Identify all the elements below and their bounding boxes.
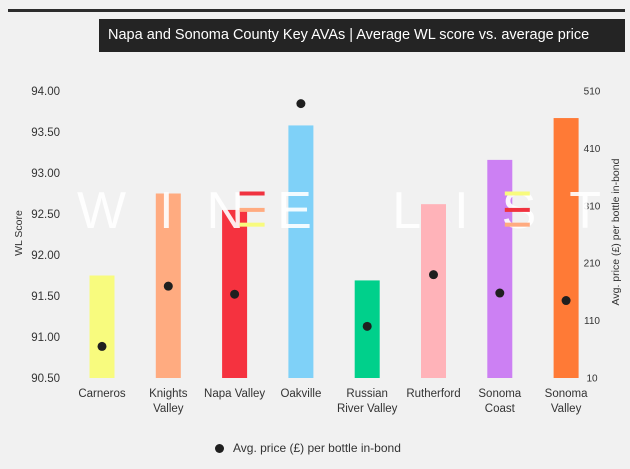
left-tick-label: 91.00 — [31, 332, 60, 344]
category-label: Carneros — [78, 388, 126, 400]
dash-marker — [239, 191, 265, 196]
category-label: Napa Valley — [204, 388, 265, 400]
category-label: Valley — [153, 403, 184, 415]
price-dot — [495, 288, 505, 298]
top-rule — [8, 9, 625, 12]
right-tick-label: 410 — [584, 144, 601, 155]
right-tick-label: 10 — [586, 374, 598, 385]
legend-dot-icon — [215, 443, 224, 453]
category-label: Coast — [485, 403, 516, 415]
chart-title: Napa and Sonoma County Key AVAs | Averag… — [99, 19, 625, 52]
legend-label: Avg. price (£) per bottle in-bond — [233, 441, 401, 455]
dash-marker — [239, 207, 265, 212]
right-tick-label: 110 — [584, 316, 600, 327]
category-labels: Carneros Knights Valley Napa Valley Oakville… — [78, 388, 588, 415]
price-dot — [163, 281, 173, 291]
category-label: Oakville — [280, 388, 321, 400]
dash-marker — [504, 207, 530, 212]
bar — [288, 125, 314, 378]
left-tick-label: 92.00 — [31, 250, 60, 262]
left-axis-title: WL Score — [13, 210, 25, 256]
category-label: Sonoma — [478, 388, 521, 400]
left-axis-ticks: 94.00 93.50 93.00 92.50 92.00 91.50 91.00 90.50 — [31, 86, 60, 385]
price-dot — [561, 296, 571, 306]
right-tick-label: 210 — [584, 259, 601, 270]
category-label: Valley — [551, 403, 582, 415]
left-tick-label: 93.00 — [31, 168, 60, 180]
left-tick-label: 93.50 — [31, 127, 60, 139]
left-tick-label: 90.50 — [31, 373, 60, 385]
category-label: Rutherford — [406, 388, 460, 400]
price-dot — [362, 321, 372, 331]
left-tick-label: 91.50 — [31, 291, 60, 303]
left-tick-label: 94.00 — [31, 86, 60, 98]
legend: Avg. price (£) per bottle in-bond — [215, 441, 401, 455]
category-label: Sonoma — [545, 388, 588, 400]
category-label: Knights — [149, 388, 188, 400]
price-dot — [230, 289, 240, 299]
right-axis-ticks: 510 410 310 210 110 10 — [584, 87, 601, 385]
price-dot — [296, 99, 306, 109]
bar — [421, 204, 446, 378]
right-tick-label: 510 — [584, 87, 601, 98]
bar — [487, 159, 513, 378]
category-label: River Valley — [337, 403, 398, 415]
bars — [89, 118, 579, 378]
dash-markers — [239, 191, 530, 227]
dash-marker — [504, 191, 530, 196]
price-dots — [97, 99, 571, 351]
dash-marker — [239, 222, 265, 227]
right-tick-label: 310 — [584, 201, 601, 212]
category-label: Russian — [346, 388, 388, 400]
bar — [89, 275, 115, 378]
dash-marker — [504, 222, 530, 227]
price-dot — [429, 270, 438, 280]
left-tick-label: 92.50 — [31, 209, 60, 221]
bar — [553, 118, 579, 378]
right-axis-title: Avg. price (£) per bottle in-bond — [610, 158, 622, 305]
price-dot — [97, 341, 107, 351]
watermark: WINE LISTER — [77, 182, 630, 240]
